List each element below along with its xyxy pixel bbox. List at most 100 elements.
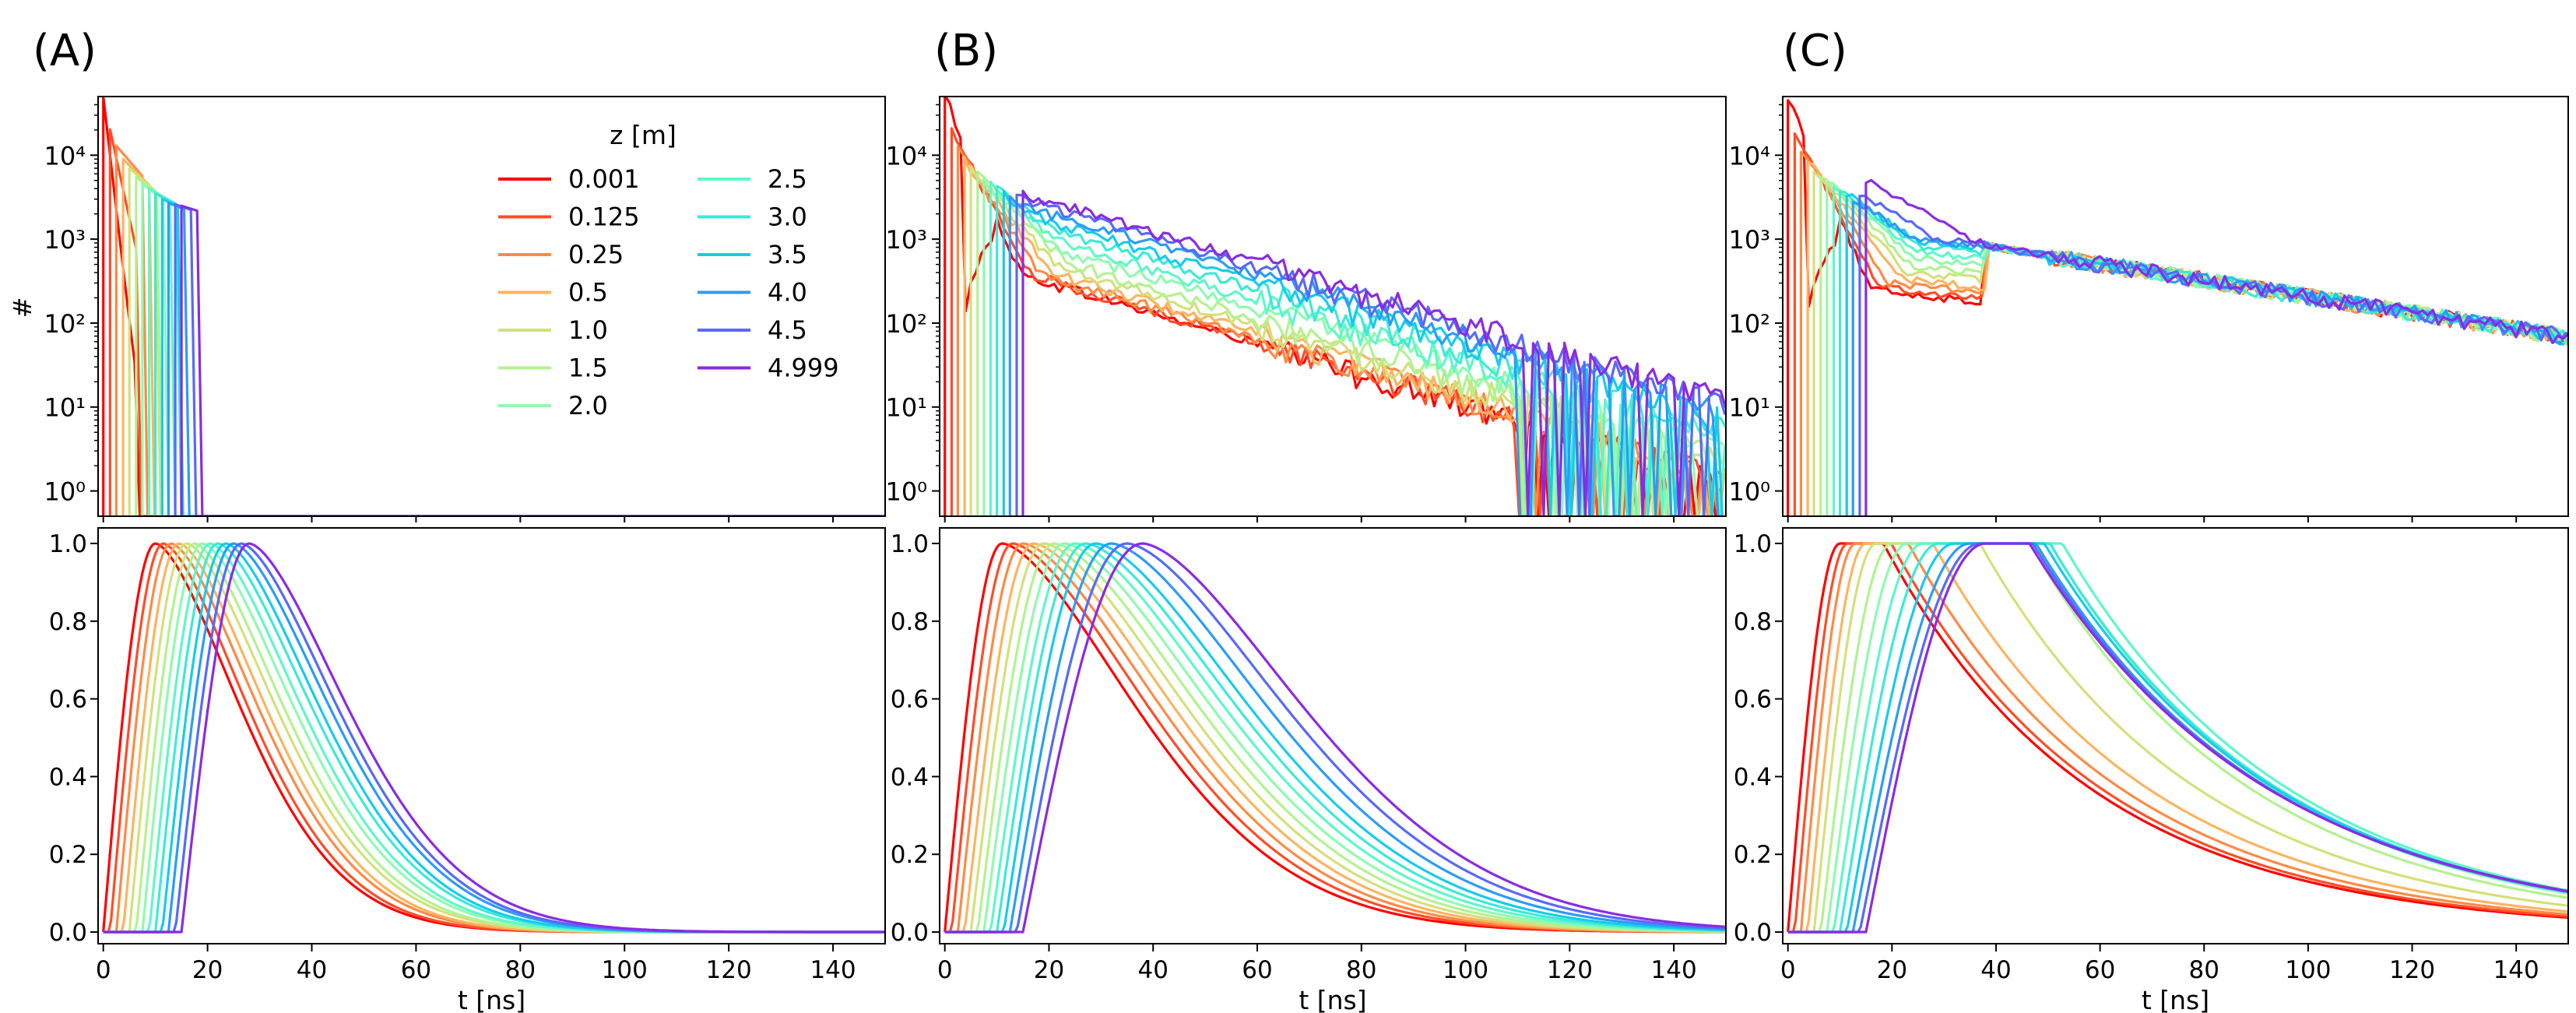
legend-entry: 3.5 — [768, 240, 807, 269]
xtick-label: 120 — [706, 956, 752, 984]
legend: z [m] 0.001 0.125 0.25 0.5 1.0 1.5 2.0 2.5 3.0 3.… — [498, 120, 839, 420]
legend-entry: 4.999 — [768, 353, 839, 383]
legend-entry: 3.0 — [768, 202, 807, 232]
panel-1-top: 10⁰ 10¹ 10² 10³ 10⁴ — [885, 96, 1727, 522]
series-line-4.999 — [103, 542, 885, 934]
ytick-label: 10⁴ — [1728, 141, 1770, 171]
series-line-4.0 — [1851, 200, 2567, 516]
xtick-label: 40 — [297, 956, 327, 984]
ytick-label: 0.2 — [49, 841, 87, 869]
xtick-label: 120 — [2389, 956, 2435, 984]
series-line-0.001 — [1787, 542, 2568, 933]
series-line-2.5 — [944, 542, 1726, 934]
xtick-label: 60 — [2085, 956, 2115, 984]
ytick-label: 10⁰ — [885, 477, 927, 507]
legend-entry: 1.5 — [568, 353, 608, 383]
xtick-label: 120 — [1547, 956, 1593, 984]
ytick-label: 10² — [1728, 309, 1770, 339]
xtick-label: 100 — [2285, 956, 2331, 984]
ytick-label: 10³ — [1728, 225, 1770, 255]
ytick-label: 10⁴ — [44, 141, 86, 171]
xtick-label: 100 — [1443, 956, 1488, 984]
ytick-label: 10¹ — [885, 393, 927, 423]
axes-frame — [1782, 527, 2569, 944]
legend-entry: 2.5 — [768, 164, 807, 194]
ytick-label: 0.8 — [1734, 608, 1772, 636]
series-line-0.125 — [1787, 542, 2568, 934]
legend-entry: 0.5 — [568, 278, 608, 308]
ytick-label: 0.2 — [1734, 841, 1772, 869]
xtick-label: 140 — [1651, 956, 1697, 984]
x-axis-label: t [ns] — [458, 985, 525, 1013]
ytick-label: 0.4 — [891, 763, 929, 791]
ytick-label: 0.8 — [891, 608, 929, 636]
ytick-label: 10³ — [44, 225, 86, 255]
xtick-label: 0 — [96, 956, 111, 984]
series-line-1.0 — [969, 164, 1726, 516]
axes-frame — [1782, 96, 2569, 517]
series-line-2.5 — [989, 181, 1726, 516]
ytick-label: 0.6 — [1734, 686, 1772, 714]
series-line-0.5 — [103, 542, 885, 934]
xtick-label: 40 — [1138, 956, 1169, 984]
series-line-2.5 — [1787, 542, 2568, 934]
ytick-label: 1.0 — [1734, 530, 1772, 558]
xtick-label: 80 — [2189, 956, 2219, 984]
xtick-label: 20 — [192, 956, 223, 984]
axes-frame — [939, 527, 1727, 944]
xtick-label: 60 — [1242, 956, 1272, 984]
series-line-4.0 — [944, 542, 1726, 934]
series-line-3.0 — [944, 542, 1726, 934]
y-axis-label: # — [8, 297, 37, 318]
series-line-4.999 — [1021, 189, 1726, 516]
ytick-label: 10³ — [885, 225, 927, 255]
ytick-label: 0.0 — [49, 919, 87, 947]
legend-entry: 0.001 — [568, 164, 640, 194]
series-line-2.0 — [1826, 181, 2567, 516]
series-group — [1787, 99, 2568, 516]
xtick-label: 0 — [1780, 956, 1796, 984]
legend-title: z [m] — [610, 120, 677, 150]
xtick-label: 140 — [810, 956, 856, 984]
series-line-1.5 — [976, 170, 1724, 516]
ytick-label: 0.0 — [1734, 919, 1772, 947]
xtick-label: 40 — [1980, 956, 2011, 984]
series-line-3.5 — [1845, 193, 2565, 516]
series-line-3.5 — [944, 542, 1726, 934]
series-line-0.125 — [1793, 132, 2566, 516]
ytick-label: 0.8 — [49, 608, 87, 636]
panel-label-c: (C) — [1783, 26, 1847, 76]
xtick-label: 80 — [1346, 956, 1376, 984]
ytick-label: 10² — [44, 309, 86, 339]
ytick-label: 10¹ — [44, 393, 86, 423]
ytick-label: 10¹ — [1728, 393, 1770, 423]
ytick-label: 1.0 — [49, 530, 87, 558]
ytick-label: 0.4 — [1734, 763, 1772, 791]
ytick-label: 10⁴ — [885, 141, 927, 171]
ytick-label: 0.2 — [891, 841, 929, 869]
axes-frame — [97, 527, 886, 944]
series-line-2.5 — [1832, 185, 2568, 516]
series-line-1.0 — [1812, 170, 2568, 516]
ytick-label: 0.0 — [891, 919, 929, 947]
series-group — [944, 97, 1726, 516]
series-line-3.0 — [1838, 190, 2568, 516]
series-group — [1787, 542, 2568, 934]
xtick-label: 80 — [505, 956, 536, 984]
ytick-label: 10⁰ — [1728, 477, 1770, 507]
series-line-0.25 — [956, 146, 1725, 516]
legend-entry: 1.0 — [568, 315, 608, 345]
series-line-0.001 — [1787, 99, 2568, 516]
legend-entry: 4.5 — [768, 315, 807, 345]
legend-entry: 2.0 — [568, 391, 608, 420]
series-line-0.5 — [1806, 161, 2568, 516]
xtick-label: 60 — [401, 956, 431, 984]
series-group — [102, 542, 885, 934]
legend-entry: 0.125 — [568, 202, 640, 232]
xtick-label: 100 — [602, 956, 648, 984]
ytick-label: 10⁰ — [44, 477, 86, 507]
axes-frame — [939, 96, 1727, 517]
xtick-label: 20 — [1877, 956, 1907, 984]
legend-entry: 4.0 — [768, 278, 807, 308]
panel-label-b: (B) — [934, 26, 998, 76]
